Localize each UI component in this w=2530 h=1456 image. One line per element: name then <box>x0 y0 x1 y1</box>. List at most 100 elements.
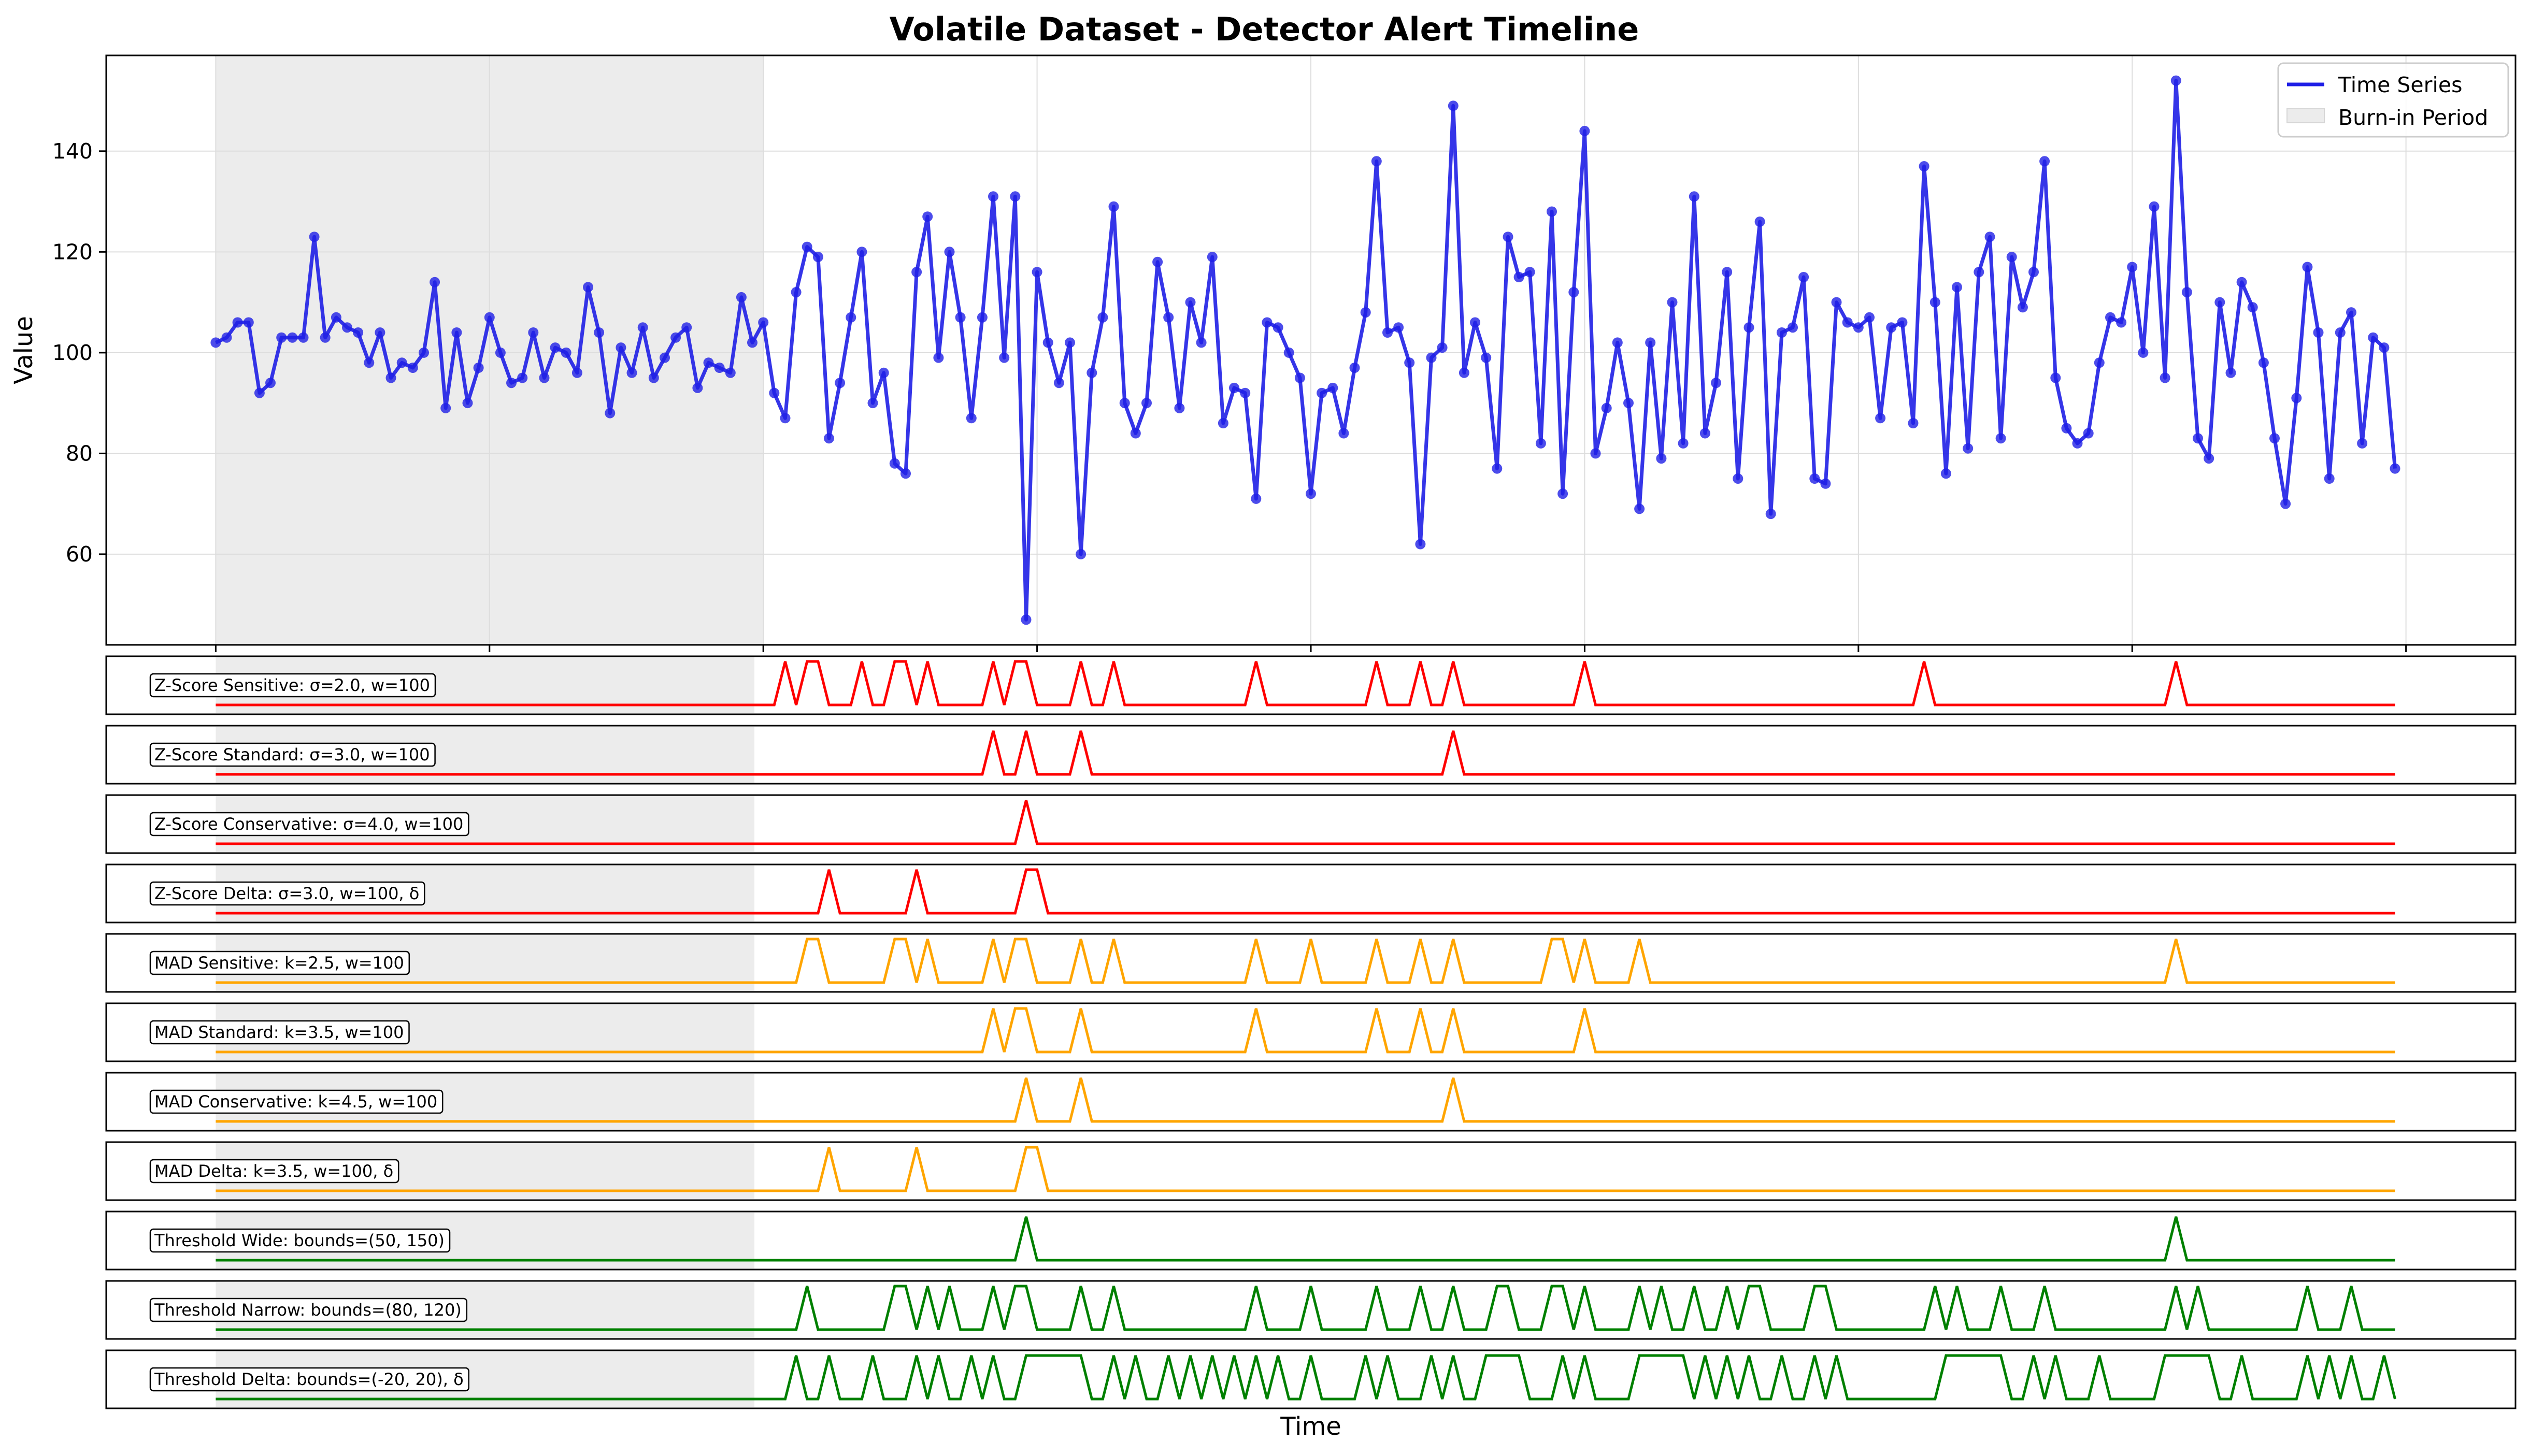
y-tick-label: 140 <box>52 139 93 164</box>
time-series-point <box>353 327 364 338</box>
time-series-point <box>692 382 703 393</box>
time-series-point <box>2193 433 2203 444</box>
time-series-point <box>2083 428 2094 439</box>
detector-strip: MAD Standard: k=3.5, w=100 <box>105 1002 2517 1062</box>
time-series-point <box>769 387 780 398</box>
time-series-point <box>725 367 736 378</box>
time-series-point <box>1207 252 1218 263</box>
time-series-point <box>1886 322 1897 333</box>
time-series-point <box>342 322 352 333</box>
time-series-point <box>1229 382 1239 393</box>
y-tick-label: 100 <box>52 340 93 365</box>
detector-alert-signal <box>216 730 2395 776</box>
detector-label-box <box>149 881 425 906</box>
time-series-point <box>1448 100 1459 111</box>
detector-label-box <box>149 1228 451 1253</box>
time-series-point <box>320 332 331 343</box>
time-series-point <box>1929 297 1940 308</box>
time-series-point <box>517 372 528 383</box>
strip-frame <box>105 1141 2517 1201</box>
time-series-point <box>2379 342 2390 353</box>
detector-strip: MAD Conservative: k=4.5, w=100 <box>105 1072 2517 1132</box>
time-series-point <box>276 332 287 343</box>
time-series-point <box>1820 478 1831 489</box>
detector-alert-signal <box>216 938 2395 984</box>
time-series-point <box>867 398 878 409</box>
time-series-point <box>922 211 933 222</box>
time-series-point <box>660 352 670 363</box>
detector-alert-signal <box>216 1007 2395 1054</box>
time-series-point <box>758 317 769 328</box>
chart-title: Volatile Dataset - Detector Alert Timeli… <box>890 10 1639 48</box>
y-axis-label: Value <box>9 316 38 384</box>
time-series-point <box>298 332 309 343</box>
time-series-point <box>747 337 757 348</box>
detector-label: Z-Score Standard: σ=3.0, w=100 <box>154 745 430 765</box>
time-series-point <box>232 317 243 328</box>
time-series-point <box>528 327 539 338</box>
time-series-point <box>2346 307 2356 318</box>
time-series-point <box>254 387 265 398</box>
time-series-point <box>1130 428 1141 439</box>
time-series-point <box>1119 398 1130 409</box>
time-series-point <box>1788 322 1798 333</box>
time-series-point <box>1952 282 1962 293</box>
strip-frame <box>105 863 2517 924</box>
time-series-point <box>364 357 375 368</box>
time-series-point <box>2236 277 2247 287</box>
time-series-point <box>2335 327 2346 338</box>
time-series-point <box>1612 337 1623 348</box>
time-series-point <box>780 413 791 424</box>
detector-label-box <box>149 1367 469 1392</box>
detector-alert-signal <box>216 800 2395 845</box>
detector-strip: MAD Delta: k=3.5, w=100, δ <box>105 1141 2517 1201</box>
detector-strip: Threshold Wide: bounds=(50, 150) <box>105 1210 2517 1271</box>
strip-frame <box>105 1349 2517 1409</box>
time-series-point <box>637 322 648 333</box>
detector-strips: Z-Score Sensitive: σ=2.0, w=100 Z-Score S… <box>105 655 2517 1409</box>
detector-strip: MAD Sensitive: k=2.5, w=100 <box>105 933 2517 993</box>
time-series-line <box>215 79 2397 622</box>
time-series-point <box>933 352 944 363</box>
time-series-point <box>1754 217 1765 227</box>
detector-alert-signal <box>216 1285 2395 1331</box>
time-series-point <box>1042 337 1053 348</box>
time-series-point <box>331 312 341 323</box>
time-series-point <box>1765 509 1776 520</box>
time-series-point <box>1699 428 1710 439</box>
legend-label-burn-in: Burn-in Period <box>2338 105 2488 130</box>
time-series-point <box>1568 287 1579 298</box>
legend: Time Series Burn-in Period <box>2277 62 2509 138</box>
time-series-point <box>812 252 823 263</box>
time-series-point <box>1426 352 1437 363</box>
time-series-point <box>2368 332 2379 343</box>
time-series-point <box>791 287 802 298</box>
time-series-point <box>1623 398 1634 409</box>
detector-label: Threshold Wide: bounds=(50, 150) <box>154 1231 445 1250</box>
time-series-point <box>1404 357 1415 368</box>
time-series-point <box>1535 438 1546 449</box>
time-series-point <box>1547 206 1557 217</box>
time-series-point <box>210 337 221 348</box>
time-series-point <box>1711 378 1721 388</box>
time-series-point <box>1875 413 1886 424</box>
time-series-point <box>1196 337 1207 348</box>
time-series-point <box>1798 272 1809 282</box>
legend-box <box>2277 62 2509 138</box>
time-series-point <box>594 327 605 338</box>
time-series-point <box>1108 201 1119 212</box>
time-series-point <box>1722 267 1733 278</box>
time-series-point <box>2127 262 2138 272</box>
time-series-point <box>539 372 550 383</box>
time-series-point <box>1021 614 1032 625</box>
time-series-point <box>484 312 495 323</box>
time-series-point <box>889 458 900 469</box>
time-series-point <box>2225 367 2236 378</box>
time-series-point <box>407 363 418 373</box>
time-series-point <box>1974 267 1984 278</box>
time-series-point <box>670 332 681 343</box>
time-series-point <box>1185 297 1196 308</box>
detector-alert-signal <box>216 1077 2395 1123</box>
time-series-point <box>2214 297 2225 308</box>
